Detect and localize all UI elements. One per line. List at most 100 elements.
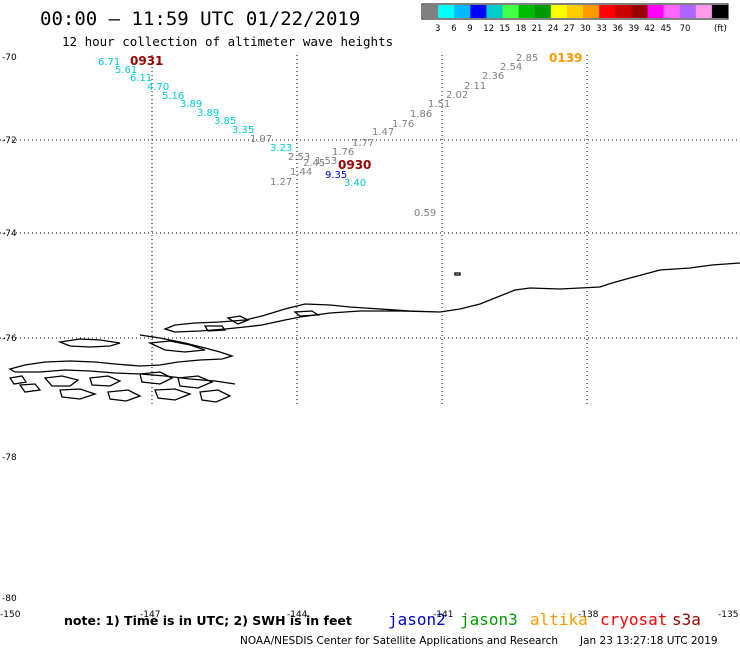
legend-swatch bbox=[599, 5, 616, 18]
island bbox=[59, 388, 98, 400]
pass-time-label: 0139 bbox=[549, 51, 582, 65]
wave-height-label: 6.11 bbox=[130, 73, 152, 84]
units-note: note: 1) Time is in UTC; 2) SWH is in fe… bbox=[64, 613, 352, 628]
legend-unit: (ft) bbox=[714, 24, 727, 34]
satellite-legend: jason2 jason3 altika cryosat s3a bbox=[388, 610, 701, 629]
wave-height-color-legend: 3 6 9 12 15 18 21 24 27 30 33 36 39 42 45 70 (ft) bbox=[421, 3, 729, 34]
footer-timestamp: Jan 23 13:27:18 UTC 2019 bbox=[579, 635, 718, 647]
wave-height-label: 4.70 bbox=[147, 82, 169, 93]
legend-swatch bbox=[422, 5, 439, 18]
legend-swatch bbox=[647, 5, 665, 18]
wave-height-label: 6.71 bbox=[98, 57, 120, 68]
wave-height-label: 2.11 bbox=[464, 81, 486, 92]
legend-tick-label: 3 bbox=[435, 24, 440, 34]
wave-height-label: 5.16 bbox=[162, 91, 184, 102]
pass-time-label: 0931 bbox=[130, 54, 163, 68]
wave-height-label: 0.59 bbox=[414, 208, 436, 219]
legend-swatch bbox=[502, 5, 520, 18]
legend-tick-label: 39 bbox=[628, 24, 639, 34]
wave-height-label: 3.35 bbox=[232, 125, 254, 136]
coast-segment bbox=[226, 315, 250, 325]
legend-swatch bbox=[454, 5, 471, 18]
legend-swatch bbox=[631, 5, 648, 18]
wave-height-observations: 6.715.616.114.705.163.893.893.853.351.97… bbox=[98, 53, 538, 219]
legend-tick-label: 24 bbox=[548, 24, 559, 34]
wave-height-label: 3.85 bbox=[214, 116, 236, 127]
wave-height-label: 2.36 bbox=[482, 71, 504, 82]
wave-height-label: 1.86 bbox=[410, 109, 432, 120]
lon-label: -138 bbox=[578, 610, 599, 620]
satellite-s3a: s3a bbox=[672, 610, 701, 629]
island bbox=[18, 383, 42, 393]
island bbox=[89, 375, 122, 387]
wave-height-label: 2.02 bbox=[446, 90, 468, 101]
coast-segment bbox=[293, 310, 320, 317]
wave-height-label: 2.45 bbox=[303, 158, 325, 169]
legend-tick-labels: 3 6 9 12 15 18 21 24 27 30 33 36 39 42 45 70 bbox=[435, 24, 690, 34]
coast-segment bbox=[57, 338, 121, 348]
wave-height-label: 1.97 bbox=[250, 134, 272, 145]
island bbox=[139, 371, 174, 385]
coast-segment bbox=[8, 334, 236, 385]
legend-tick-label: 21 bbox=[532, 24, 543, 34]
legend-swatch bbox=[518, 5, 536, 18]
satellite-cryosat: cryosat bbox=[600, 610, 667, 629]
wave-height-label: 3.40 bbox=[344, 178, 366, 189]
satellite-jason3: jason3 bbox=[460, 610, 518, 629]
lat-label: -74 bbox=[2, 229, 17, 239]
wave-height-label: 1.47 bbox=[372, 127, 394, 138]
wave-height-label: 3.23 bbox=[270, 143, 292, 154]
wave-height-label: 1.76 bbox=[332, 147, 354, 158]
ice-shelf-edge bbox=[163, 262, 740, 333]
legend-swatch bbox=[550, 5, 568, 18]
legend-tick-label: 30 bbox=[580, 24, 591, 34]
legend-tick-label: 6 bbox=[451, 24, 456, 34]
wave-height-label: 2.85 bbox=[516, 53, 538, 64]
legend-tick-label: 12 bbox=[483, 24, 494, 34]
wave-height-label: 2.53 bbox=[288, 152, 310, 163]
longitude-labels: -150 -147 -144 -141 -138 -135 bbox=[0, 610, 738, 620]
legend-tick-label: 42 bbox=[644, 24, 655, 34]
pass-time-stamps: 0931 0930 0139 bbox=[130, 51, 582, 172]
island bbox=[43, 375, 80, 387]
legend-tick-label: 27 bbox=[564, 24, 575, 34]
wave-height-label: 5.61 bbox=[115, 65, 137, 76]
legend-tick-label: 9 bbox=[467, 24, 472, 34]
map-title: 00:00 – 11:59 UTC 01/22/2019 bbox=[40, 8, 360, 30]
pass-time-label: 0930 bbox=[338, 158, 371, 172]
legend-tick-label: 70 bbox=[680, 24, 691, 34]
island bbox=[199, 389, 232, 403]
satellite-jason2: jason2 bbox=[388, 610, 446, 629]
lat-label: -80 bbox=[2, 594, 17, 604]
lon-label: -141 bbox=[433, 610, 453, 620]
map-subtitle: 12 hour collection of altimeter wave hei… bbox=[62, 34, 393, 49]
legend-swatch bbox=[583, 5, 600, 18]
legend-swatch bbox=[470, 5, 487, 18]
small-island bbox=[454, 272, 461, 276]
graticule bbox=[0, 55, 740, 405]
legend-tick-label: 15 bbox=[499, 24, 510, 34]
wave-height-label: 3.89 bbox=[197, 108, 219, 119]
coastline bbox=[8, 262, 740, 403]
lon-label: -150 bbox=[0, 610, 21, 620]
island bbox=[107, 389, 142, 402]
lat-label: -78 bbox=[2, 453, 17, 463]
wave-height-label: 9.35 bbox=[325, 170, 347, 181]
legend-tick-label: 33 bbox=[596, 24, 607, 34]
wave-height-label: 1.27 bbox=[270, 177, 292, 188]
legend-swatch bbox=[663, 5, 681, 18]
legend-swatch bbox=[438, 5, 455, 18]
legend-swatch bbox=[679, 5, 697, 18]
footer-credit: NOAA/NESDIS Center for Satellite Applica… bbox=[240, 635, 558, 647]
legend-swatch bbox=[486, 5, 503, 18]
legend-swatch bbox=[711, 5, 729, 18]
legend-swatch bbox=[615, 5, 632, 18]
lat-label: -70 bbox=[2, 53, 17, 63]
lon-label: -135 bbox=[718, 610, 738, 620]
island bbox=[177, 375, 214, 389]
wave-height-label: 2.54 bbox=[500, 62, 522, 73]
wave-height-label: 1.53 bbox=[315, 156, 337, 167]
lat-label: -72 bbox=[2, 136, 17, 146]
legend-tick-label: 18 bbox=[516, 24, 527, 34]
